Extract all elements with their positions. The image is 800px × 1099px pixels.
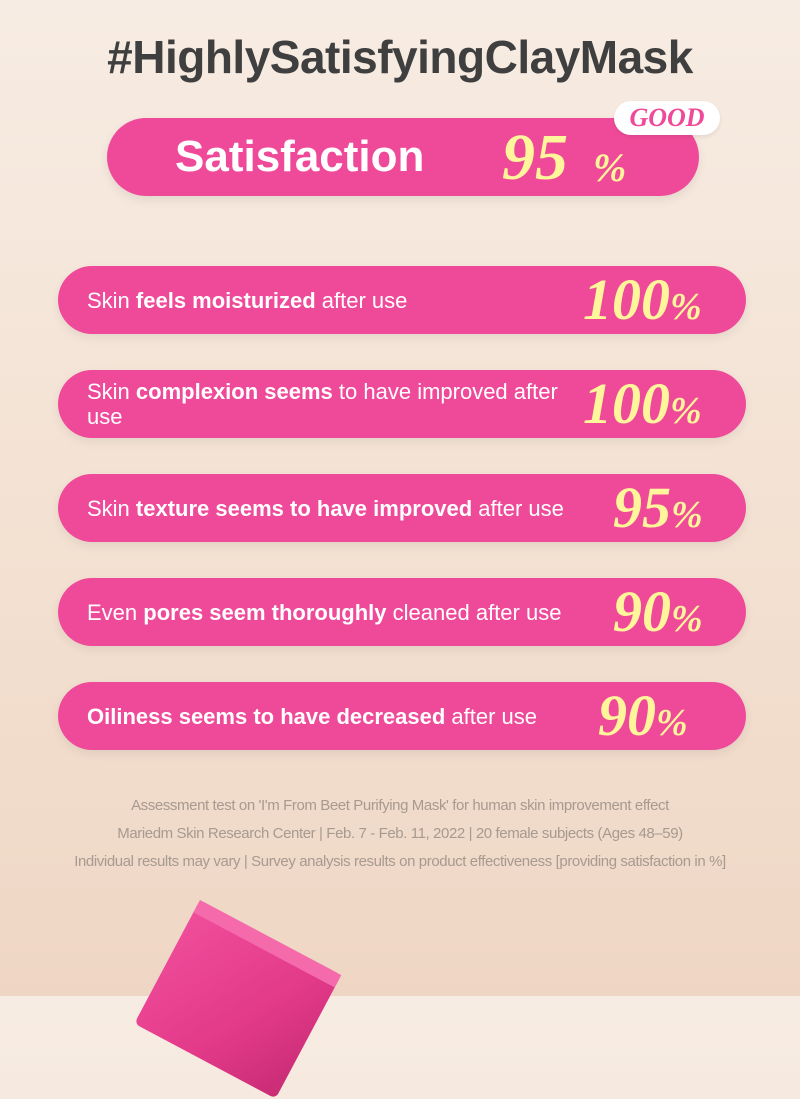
result-statement-text: after use	[445, 703, 538, 729]
result-row: Skin feels moisturized after use 100%	[58, 266, 746, 334]
result-percentage-number: 90	[613, 579, 671, 644]
footnote-line: Individual results may vary | Survey ana…	[74, 853, 726, 870]
result-statement-text: cleaned after use	[386, 599, 562, 625]
result-percentage-number: 95	[613, 475, 671, 540]
footnote-line: Mariedm Skin Research Center | Feb. 7 - …	[117, 825, 683, 842]
result-percentage: 90%	[598, 684, 688, 755]
satisfaction-unit: %	[593, 145, 627, 190]
result-percentage-unit: %	[671, 598, 703, 640]
result-statement-emphasis: complexion seems	[135, 379, 333, 404]
result-row: Even pores seem thoroughly cleaned after…	[58, 578, 746, 646]
result-percentage-unit: %	[656, 702, 688, 744]
result-statement-text: Even	[87, 599, 144, 625]
result-percentage: 95%	[613, 476, 703, 547]
result-percentage: 100%	[583, 268, 702, 339]
result-statement-emphasis: feels moisturized	[135, 287, 316, 313]
result-percentage-unit: %	[670, 286, 702, 328]
result-statement-text: Skin	[87, 495, 136, 521]
result-row: Oiliness seems to have decreased after u…	[58, 682, 746, 750]
result-statement: Skin feels moisturized after use	[87, 266, 587, 334]
satisfaction-value: 95	[502, 121, 568, 194]
result-statement-text: Skin	[87, 379, 136, 404]
product-tube-image	[134, 900, 342, 1099]
result-row: Skin complexion seems to have improved a…	[58, 370, 746, 438]
result-statement-text: Skin	[87, 287, 136, 313]
result-percentage: 100%	[583, 372, 702, 443]
page-headline: #HighlySatisfyingClayMask	[107, 31, 693, 83]
satisfaction-banner: Satisfaction 95 %	[107, 118, 699, 196]
result-percentage-unit: %	[671, 494, 703, 536]
result-statement-text: after use	[472, 495, 564, 521]
result-statement-emphasis: pores seem thoroughly	[143, 599, 387, 625]
result-percentage: 90%	[613, 580, 703, 651]
result-row: Skin texture seems to have improved afte…	[58, 474, 746, 542]
result-statement: Oiliness seems to have decreased after u…	[87, 682, 587, 750]
product-tube-stripe	[193, 900, 342, 988]
result-statement: Even pores seem thoroughly cleaned after…	[87, 578, 587, 646]
result-statement-emphasis: Oiliness seems to have decreased	[87, 703, 446, 729]
result-statement-text: after use	[315, 287, 408, 313]
result-percentage-number: 90	[598, 683, 656, 748]
result-percentage-unit: %	[670, 390, 702, 432]
result-statement-emphasis: texture seems to have improved	[135, 495, 473, 521]
result-percentage-number: 100	[583, 267, 670, 332]
result-statement: Skin complexion seems to have improved a…	[87, 370, 587, 438]
result-statement-text: to have improved after use	[87, 379, 558, 429]
satisfaction-label: Satisfaction	[175, 132, 425, 181]
footnote-line: Assessment test on 'I'm From Beet Purify…	[131, 797, 669, 814]
result-statement: Skin texture seems to have improved afte…	[87, 474, 587, 542]
good-badge: GOOD	[614, 101, 720, 135]
result-percentage-number: 100	[583, 371, 670, 436]
